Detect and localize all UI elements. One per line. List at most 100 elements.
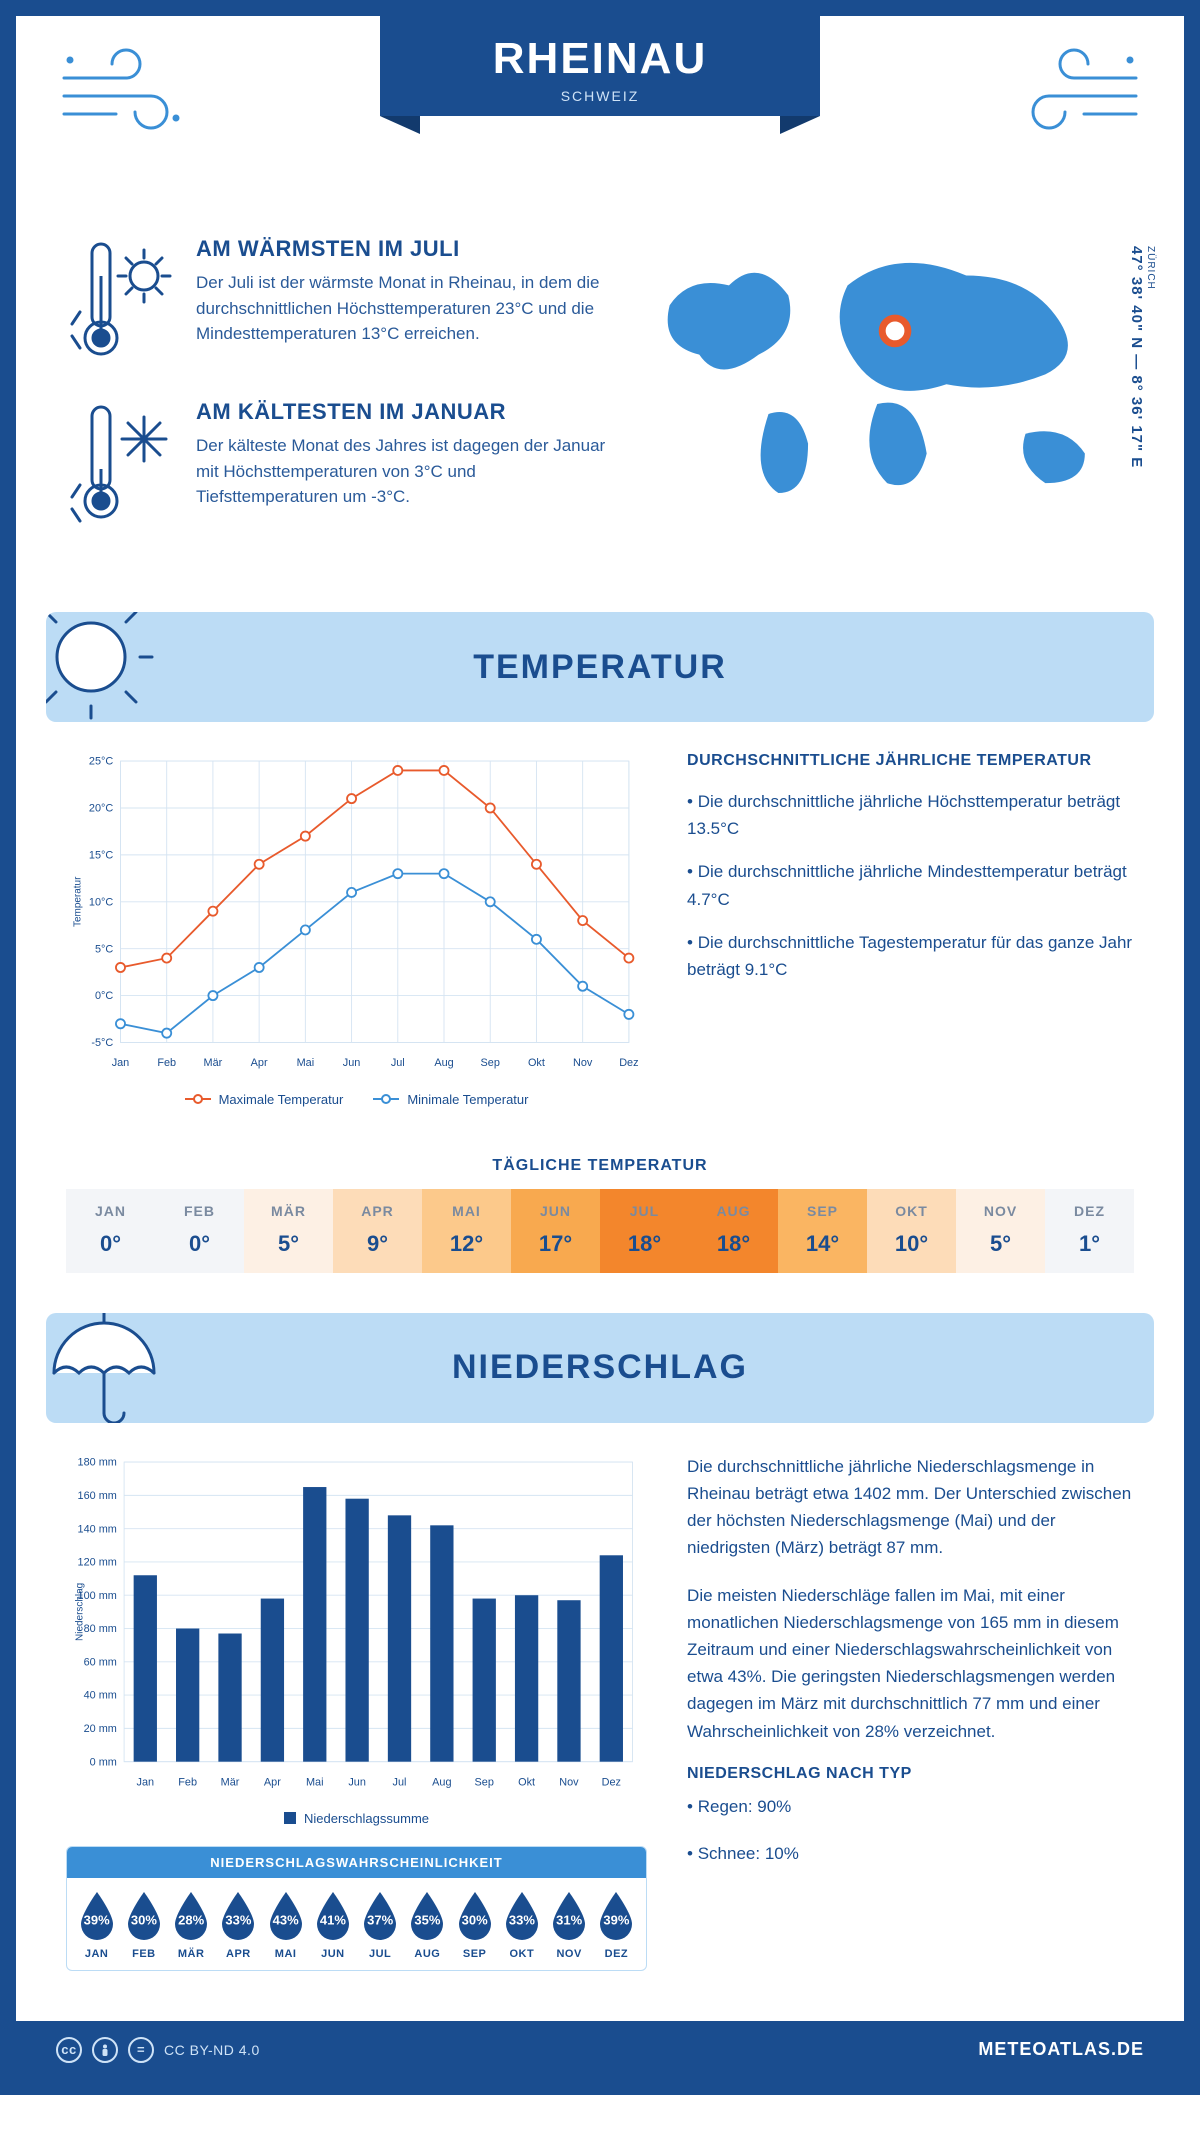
prob-cell: 43% MAI	[262, 1890, 309, 1960]
daily-value: 17°	[511, 1231, 600, 1257]
svg-text:Feb: Feb	[178, 1776, 197, 1788]
svg-text:15°C: 15°C	[89, 850, 113, 862]
daily-temp-cell: JAN0°	[66, 1189, 155, 1273]
svg-text:Temperatur: Temperatur	[73, 876, 84, 927]
daily-temp-cell: DEZ1°	[1045, 1189, 1134, 1273]
fact-cold: AM KÄLTESTEN IM JANUAR Der kälteste Mona…	[66, 399, 610, 534]
fact-warm-title: AM WÄRMSTEN IM JULI	[196, 236, 610, 262]
temp-chart-legend: Maximale Temperatur Minimale Temperatur	[66, 1092, 647, 1107]
prob-value: 39%	[75, 1912, 119, 1927]
daily-temp-cell: MAI 12°	[422, 1189, 511, 1273]
by-icon	[92, 2037, 118, 2063]
license-text: CC BY-ND 4.0	[164, 2042, 260, 2058]
prob-cell: 33% APR	[215, 1890, 262, 1960]
prob-value: 41%	[311, 1912, 355, 1927]
svg-text:-5°C: -5°C	[91, 1037, 113, 1049]
precip-chart: 0 mm20 mm40 mm60 mm80 mm100 mm120 mm140 …	[66, 1453, 647, 1826]
prob-month: JUL	[357, 1948, 404, 1960]
svg-text:Niederschlag: Niederschlag	[74, 1583, 85, 1641]
daily-month: MAI	[422, 1203, 511, 1219]
prob-month: MÄR	[168, 1948, 215, 1960]
daily-temp-cell: APR9°	[333, 1189, 422, 1273]
raindrop-icon: 43%	[264, 1890, 308, 1942]
svg-text:Jun: Jun	[348, 1776, 366, 1788]
daily-temp-title: TÄGLICHE TEMPERATUR	[16, 1157, 1184, 1175]
prob-month: APR	[215, 1948, 262, 1960]
daily-month: MÄR	[244, 1203, 333, 1219]
daily-value: 0°	[66, 1231, 155, 1257]
daily-temp-cell: JUL18°	[600, 1189, 689, 1273]
svg-text:Jul: Jul	[393, 1776, 407, 1788]
svg-text:Sep: Sep	[475, 1776, 494, 1788]
raindrop-icon: 30%	[122, 1890, 166, 1942]
precip-p1: Die durchschnittliche jährliche Niedersc…	[687, 1453, 1134, 1562]
svg-text:Dez: Dez	[602, 1776, 621, 1788]
page-title: RHEINAU	[380, 34, 820, 84]
temp-info-bullet: • Die durchschnittliche jährliche Höchst…	[687, 788, 1134, 842]
temp-info-bullet: • Die durchschnittliche Tagestemperatur …	[687, 929, 1134, 983]
prob-value: 30%	[122, 1912, 166, 1927]
legend-min: Minimale Temperatur	[407, 1092, 528, 1107]
svg-text:Aug: Aug	[432, 1776, 451, 1788]
svg-text:Okt: Okt	[518, 1776, 535, 1788]
prob-month: JUN	[309, 1948, 356, 1960]
svg-text:0°C: 0°C	[95, 990, 113, 1002]
prob-value: 33%	[216, 1912, 260, 1927]
daily-value: 0°	[155, 1231, 244, 1257]
daily-value: 1°	[1045, 1231, 1134, 1257]
svg-text:10°C: 10°C	[89, 896, 113, 908]
raindrop-icon: 33%	[500, 1890, 544, 1942]
prob-value: 31%	[547, 1912, 591, 1927]
raindrop-icon: 31%	[547, 1890, 591, 1942]
nd-icon: =	[128, 2037, 154, 2063]
svg-text:60 mm: 60 mm	[84, 1656, 117, 1668]
prob-month: NOV	[546, 1948, 593, 1960]
prob-value: 33%	[500, 1912, 544, 1927]
svg-text:Mai: Mai	[306, 1776, 324, 1788]
daily-month: APR	[333, 1203, 422, 1219]
prob-value: 28%	[169, 1912, 213, 1927]
sun-icon	[46, 612, 186, 722]
svg-text:Feb: Feb	[157, 1057, 176, 1069]
svg-text:Nov: Nov	[573, 1057, 593, 1069]
legend-precip: Niederschlagssumme	[304, 1811, 429, 1826]
temp-info-title: DURCHSCHNITTLICHE JÄHRLICHE TEMPERATUR	[687, 752, 1134, 770]
legend-max: Maximale Temperatur	[219, 1092, 344, 1107]
wind-icon	[56, 48, 196, 153]
prob-month: FEB	[120, 1948, 167, 1960]
daily-temp-cell: AUG18°	[689, 1189, 778, 1273]
temperature-info: DURCHSCHNITTLICHE JÄHRLICHE TEMPERATUR •…	[687, 752, 1134, 1107]
prob-cell: 28% MÄR	[168, 1890, 215, 1960]
coord-city: ZÜRICH	[1145, 246, 1156, 462]
prob-cell: 39% JAN	[73, 1890, 120, 1960]
prob-month: OKT	[498, 1948, 545, 1960]
daily-value: 5°	[244, 1231, 333, 1257]
prob-cell: 41% JUN	[309, 1890, 356, 1960]
precip-chart-legend: Niederschlagssumme	[66, 1811, 647, 1826]
daily-month: AUG	[689, 1203, 778, 1219]
world-map: ZÜRICH 47° 38' 40" N — 8° 36' 17" E	[640, 236, 1134, 518]
prob-title: NIEDERSCHLAGSWAHRSCHEINLICHKEIT	[67, 1847, 646, 1878]
raindrop-icon: 41%	[311, 1890, 355, 1942]
svg-text:20 mm: 20 mm	[84, 1723, 117, 1735]
svg-text:Mär: Mär	[221, 1776, 240, 1788]
daily-temp-cell: MÄR 5°	[244, 1189, 333, 1273]
svg-text:Jan: Jan	[137, 1776, 155, 1788]
svg-text:Sep: Sep	[481, 1057, 500, 1069]
prob-value: 43%	[264, 1912, 308, 1927]
fact-cold-title: AM KÄLTESTEN IM JANUAR	[196, 399, 610, 425]
daily-value: 12°	[422, 1231, 511, 1257]
page-subtitle: SCHWEIZ	[380, 88, 820, 104]
svg-text:0 mm: 0 mm	[90, 1756, 117, 1768]
temperature-chart: -5°C0°C5°C10°C15°C20°C25°CJanFebMärAprMa…	[66, 752, 647, 1107]
site-name: METEOATLAS.DE	[978, 2039, 1144, 2060]
svg-text:160 mm: 160 mm	[78, 1490, 117, 1502]
svg-text:Apr: Apr	[264, 1776, 281, 1788]
wind-icon	[1004, 48, 1144, 153]
svg-text:80 mm: 80 mm	[84, 1623, 117, 1635]
temp-info-bullet: • Die durchschnittliche jährliche Mindes…	[687, 858, 1134, 912]
raindrop-icon: 30%	[453, 1890, 497, 1942]
svg-text:Okt: Okt	[528, 1057, 545, 1069]
precip-probability-box: NIEDERSCHLAGSWAHRSCHEINLICHKEIT 39% JAN …	[66, 1846, 647, 1971]
header: RHEINAU SCHWEIZ	[16, 16, 1184, 216]
